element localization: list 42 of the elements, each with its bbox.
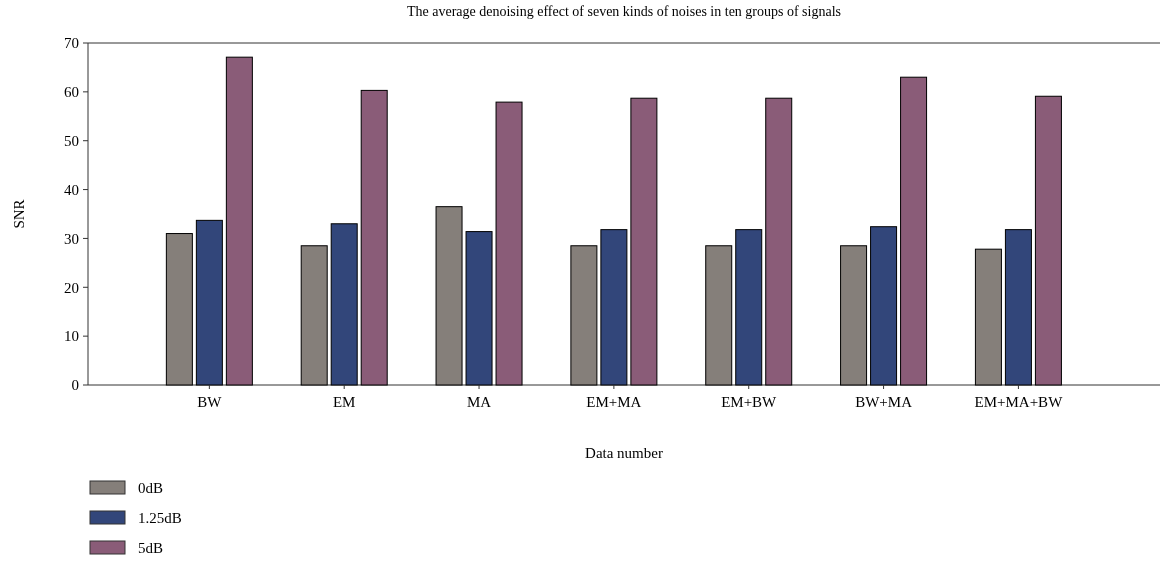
- y-tick-label: 10: [64, 328, 79, 345]
- x-tick-label: BW+MA: [855, 394, 913, 410]
- chart-title: The average denoising effect of seven kinds of noises in ten groups of signals: [406, 4, 842, 19]
- bar: [465, 231, 493, 386]
- bar: [600, 229, 628, 386]
- bar: [570, 245, 598, 386]
- bar: [705, 245, 733, 386]
- x-tick-label: MA: [466, 394, 492, 410]
- x-axis-title: Data number: [585, 445, 663, 461]
- bar: [495, 101, 523, 386]
- bar: [435, 206, 463, 386]
- y-tick-label: 50: [64, 132, 79, 149]
- x-tick-label: BW: [197, 394, 223, 410]
- x-tick-label: EM+MA+BW: [974, 394, 1064, 410]
- y-tick-label: 30: [64, 230, 79, 247]
- y-tick-label: 20: [64, 279, 79, 296]
- y-axis-title: SNR: [11, 199, 27, 229]
- bar: [225, 56, 253, 386]
- legend-label: 0dB: [138, 480, 164, 497]
- bar: [900, 76, 928, 386]
- bar: [1034, 95, 1062, 386]
- legend-label: 1.25dB: [138, 510, 182, 527]
- y-tick-label: 60: [64, 84, 79, 101]
- bar: [735, 229, 763, 386]
- bar: [165, 233, 193, 386]
- bar: [360, 89, 388, 386]
- bar: [870, 226, 898, 386]
- x-tick-label: EM: [332, 394, 356, 410]
- bar: [840, 245, 868, 386]
- x-tick-label: EM+BW: [721, 394, 778, 410]
- y-tick-label: 0: [71, 377, 79, 394]
- bar: [330, 223, 358, 386]
- y-tick-label: 40: [64, 181, 79, 198]
- bar: [974, 248, 1002, 386]
- legend-label: 5dB: [138, 540, 164, 557]
- bar: [765, 97, 793, 386]
- y-tick-label: 70: [64, 35, 79, 52]
- bar: [195, 219, 223, 386]
- bar: [300, 245, 328, 386]
- x-tick-label: EM+MA: [586, 394, 642, 410]
- bar: [630, 97, 658, 386]
- bar: [1004, 229, 1032, 386]
